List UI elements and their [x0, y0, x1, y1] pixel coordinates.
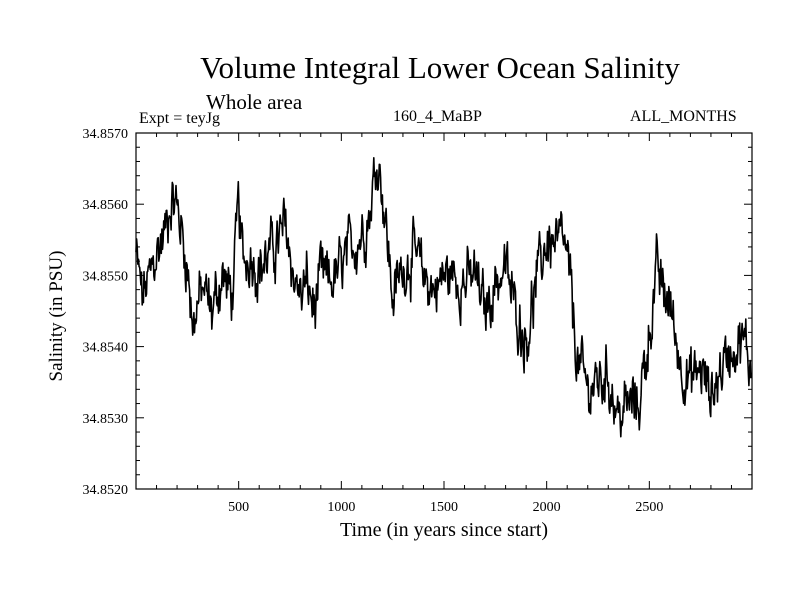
x-axis-label: Time (in years since start) — [339, 519, 549, 541]
y-tick-label: 34.8560 — [83, 198, 129, 213]
y-tick-label: 34.8570 — [83, 127, 129, 142]
x-tick-label: 2500 — [635, 500, 663, 515]
run-label: 160_4_MaBP — [393, 108, 482, 125]
months-label: ALL_MONTHS — [630, 108, 737, 125]
chart-subtitle: Whole area — [206, 90, 303, 114]
y-tick-label: 34.8520 — [83, 483, 129, 498]
y-tick-label: 34.8530 — [83, 412, 129, 427]
y-tick-label: 34.8540 — [83, 341, 129, 356]
series-group — [135, 157, 753, 438]
x-tick-label: 2000 — [533, 500, 561, 515]
y-tick-label: 34.8550 — [83, 269, 129, 284]
axis-ticks: 500 1000 1500 2000 2500 34.8520 34.8530 34.8540… — [83, 127, 752, 515]
x-tick-label: 1000 — [327, 500, 355, 515]
x-tick-label: 1500 — [430, 500, 458, 515]
x-tick-label: 500 — [228, 500, 249, 515]
plot-frame — [135, 132, 753, 490]
salinity-series-line — [135, 157, 753, 438]
experiment-label: Expt = teyJg — [139, 110, 221, 127]
chart-title: Volume Integral Lower Ocean Salinity — [200, 50, 680, 85]
